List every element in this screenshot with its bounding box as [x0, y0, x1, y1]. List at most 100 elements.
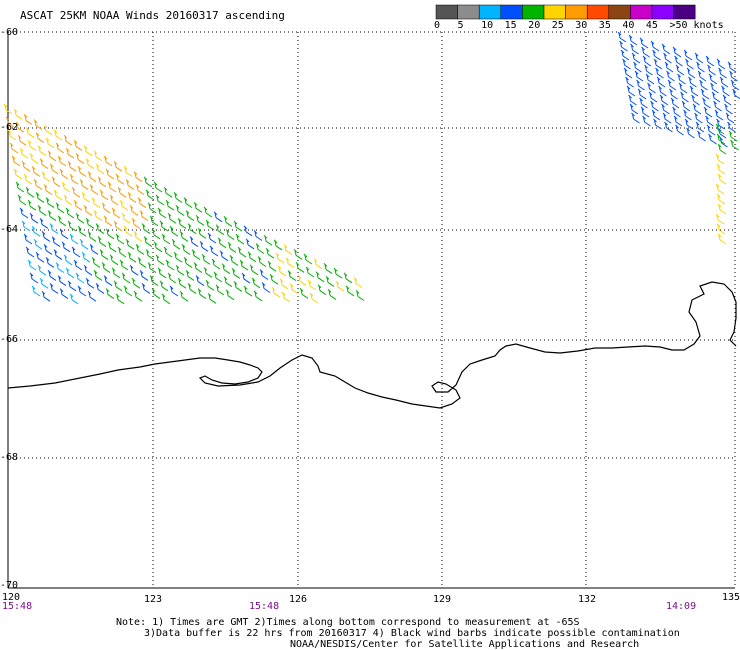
wind-barb [663, 52, 672, 64]
legend-tick-label: 20 [528, 20, 541, 31]
wind-barb [634, 70, 644, 82]
wind-barb [83, 205, 93, 216]
wind-barb [105, 168, 115, 180]
wind-barb [151, 288, 161, 300]
note-line-2: 3)Data buffer is 22 hrs from 20160317 4)… [144, 628, 680, 639]
wind-barb [727, 61, 737, 73]
wind-barb [259, 269, 269, 280]
wind-barb [11, 155, 21, 167]
wind-barb [35, 132, 45, 144]
wind-barb [640, 106, 650, 118]
wind-barb [661, 103, 670, 115]
wind-barb [279, 278, 289, 290]
wind-barb [169, 285, 179, 297]
wind-barb [81, 251, 91, 263]
wind-barb [179, 290, 189, 302]
wind-barb [685, 58, 694, 70]
wind-barb [253, 230, 263, 241]
wind-barb [287, 270, 297, 282]
wind-barb [193, 201, 203, 213]
wind-barb [99, 189, 109, 201]
wind-barb [135, 244, 145, 255]
wind-barb [678, 82, 688, 94]
wind-barb [305, 266, 315, 278]
wind-barb [639, 97, 648, 109]
wind-barb [269, 273, 279, 285]
wind-barb [694, 52, 704, 64]
wind-barb [123, 225, 133, 237]
wind-barb [149, 215, 159, 227]
wind-barb [113, 280, 123, 292]
lat-label: -62 [0, 122, 19, 133]
wind-barb [139, 270, 149, 281]
legend-swatch [608, 4, 631, 20]
wind-barb [303, 253, 313, 265]
wind-barb [129, 205, 139, 216]
wind-barb [103, 275, 113, 287]
wind-barb [173, 251, 183, 263]
wind-barb [283, 244, 293, 256]
wind-barb [652, 49, 661, 61]
wind-barb [628, 34, 638, 46]
wind-barb [23, 233, 33, 245]
wind-barb [83, 264, 93, 276]
wind-barb [623, 67, 633, 79]
wind-barb [702, 97, 711, 109]
wind-barb [95, 163, 105, 175]
wind-barb [145, 189, 155, 201]
wind-barb [197, 227, 207, 239]
wind-barb [265, 247, 275, 259]
wind-barb [83, 145, 93, 157]
wind-barb [718, 67, 727, 79]
wind-barb [705, 55, 715, 67]
legend-tick-label: 15 [504, 20, 517, 31]
wind-barb [93, 210, 103, 222]
wind-barb [173, 192, 183, 203]
wind-barb [63, 134, 73, 146]
wind-barb [327, 289, 337, 300]
wind-barb [185, 210, 195, 222]
wind-barb [631, 52, 641, 64]
wind-barb [31, 166, 41, 177]
wind-barb [229, 255, 239, 266]
wind-barb [277, 265, 287, 277]
wind-barb [161, 293, 171, 305]
wind-barb [207, 232, 217, 244]
wind-barb [664, 61, 674, 73]
wind-barb [325, 276, 335, 287]
wind-barb [335, 280, 345, 292]
wind-barb [343, 272, 353, 284]
wind-barb [700, 88, 710, 100]
wind-barb [9, 142, 19, 154]
wind-barb [129, 264, 139, 276]
wind-barb [77, 225, 87, 237]
wind-barb [37, 205, 47, 216]
wind-barb [645, 73, 655, 85]
wind-barb [191, 249, 201, 261]
wind-barb [227, 242, 237, 253]
wind-barb [692, 103, 702, 115]
wind-barb [696, 61, 705, 73]
legend-tick-label: 35 [598, 20, 611, 31]
wind-barb [307, 279, 317, 291]
wind-barb [93, 270, 103, 281]
wind-barb [672, 46, 682, 58]
wind-barb [703, 106, 713, 118]
wind-barb [55, 262, 65, 274]
wind-barb [59, 228, 69, 240]
wind-barb [163, 246, 173, 258]
wind-barb [235, 233, 245, 245]
wind-barb [103, 215, 113, 227]
wind-barb [159, 280, 169, 292]
wind-barb [125, 238, 135, 250]
wind-barb [69, 293, 79, 305]
legend-tick-label: >50 knots [669, 20, 724, 31]
wind-barb [123, 285, 133, 297]
wind-barb [109, 254, 119, 266]
pass-time-label: 15:48 [2, 601, 33, 612]
wind-barb [187, 223, 197, 235]
wind-barb [716, 58, 726, 70]
wind-barb [27, 140, 37, 151]
wind-barb [85, 277, 95, 289]
wind-barb [135, 184, 145, 196]
